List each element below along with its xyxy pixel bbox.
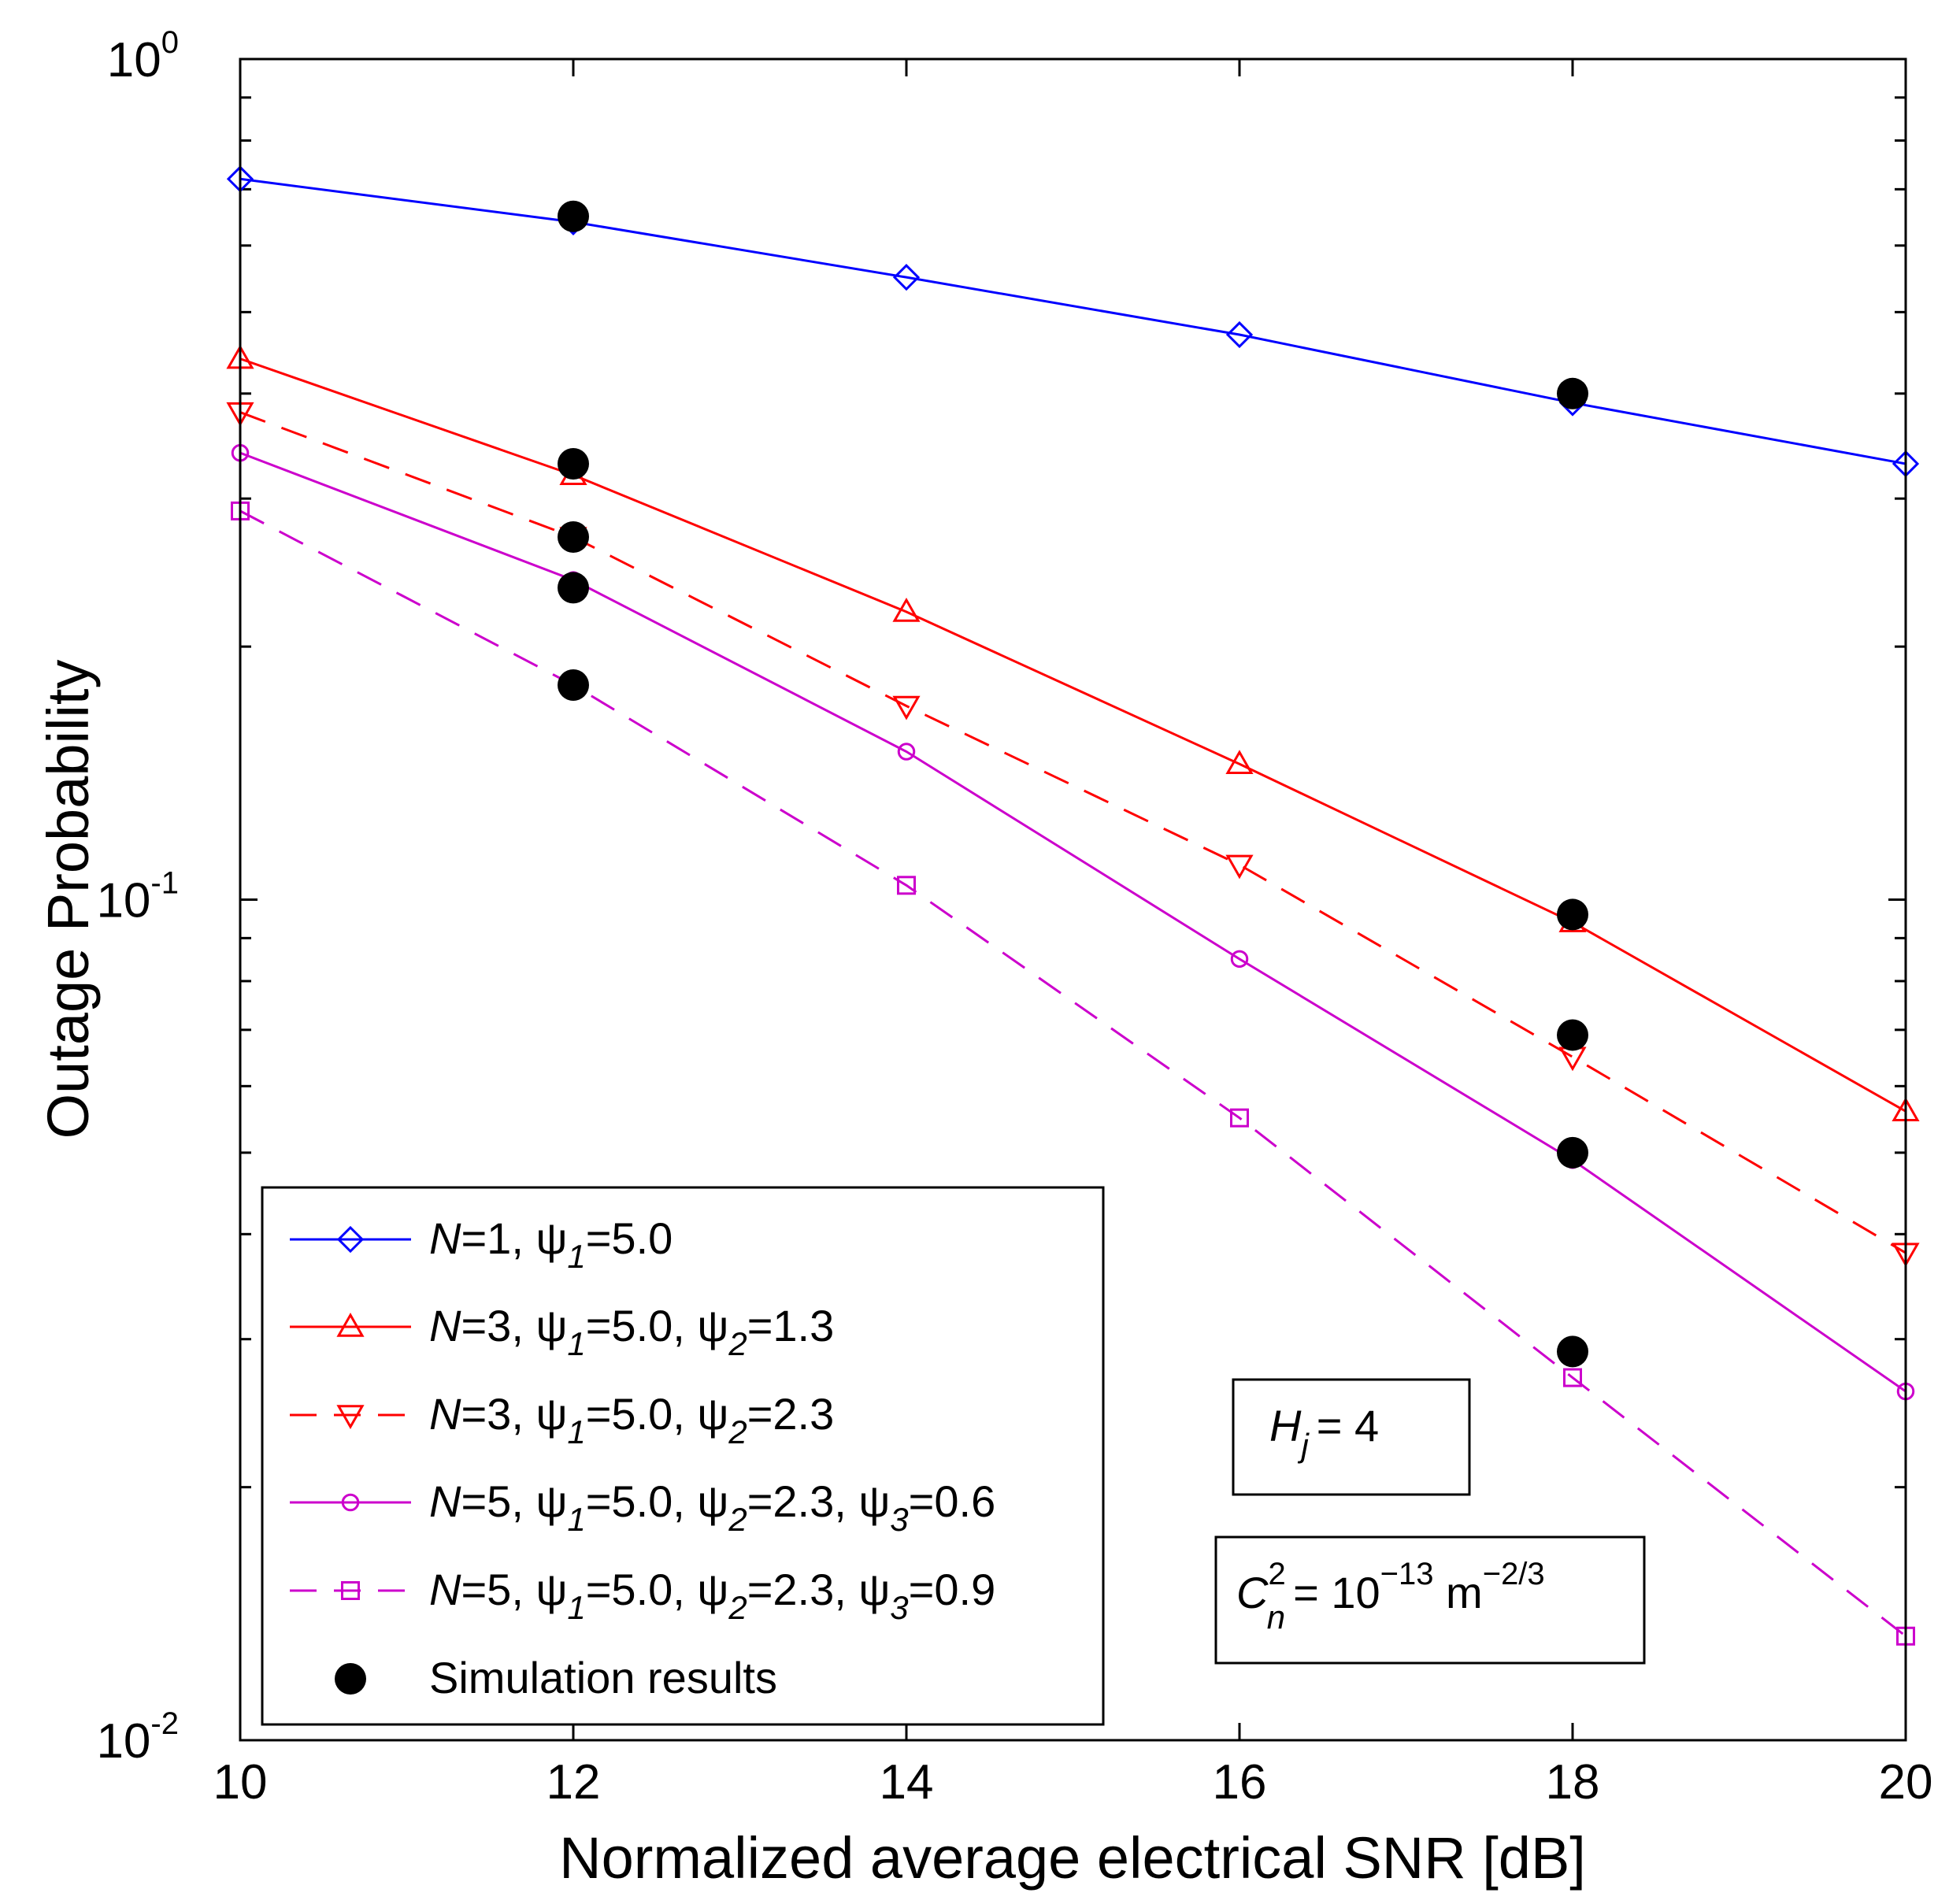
series-5-marker: [1230, 1108, 1249, 1128]
simulation-point: [558, 200, 589, 232]
hj-text: Hj = 4: [1269, 1401, 1379, 1464]
hj-box: [1232, 1378, 1471, 1496]
x-tick-label: 18: [1546, 1755, 1600, 1810]
series-2-marker: [892, 597, 921, 622]
x-tick-label: 10: [213, 1755, 268, 1810]
series-4-marker: [1230, 950, 1249, 969]
legend: N=1, ψ1=5.0 N=3, ψ1=5.0, ψ2=1.3 N=3, ψ1=…: [261, 1186, 1105, 1726]
legend-swatch-marker-5: [341, 1581, 360, 1600]
y-tick-label: 100: [107, 25, 179, 87]
simulation-point: [558, 447, 589, 480]
tick-labels: 10 12 14 16 18 20 100 10-1 10-2: [96, 25, 1932, 1810]
series-5-marker: [1563, 1368, 1582, 1387]
legend-label-5: N=5, ψ1=5.0, ψ2=2.3, ψ3=0.9: [429, 1565, 995, 1626]
x-tick-label: 20: [1879, 1755, 1933, 1810]
legend-label-1: N=1, ψ1=5.0: [429, 1213, 673, 1275]
simulation-point: [558, 669, 589, 701]
series-line-2: [239, 357, 1906, 1113]
plot-frame: [239, 57, 1907, 1742]
y-tick-label: 10-1: [96, 866, 179, 928]
cn2-text: C2 n = 10−13 m−2/3: [1236, 1557, 1545, 1635]
simulation-point: [1557, 377, 1588, 409]
series-3-marker: [1225, 854, 1254, 880]
legend-box: [261, 1186, 1105, 1726]
series-line-4: [239, 451, 1906, 1393]
simulation-point: [1557, 1335, 1588, 1368]
simulation-point: [558, 521, 589, 554]
cn2-box: [1214, 1535, 1646, 1665]
series-1-marker: [1225, 320, 1254, 349]
legend-swatch-marker-3: [336, 1405, 365, 1430]
series-1-marker: [892, 264, 921, 291]
series-2-marker: [1225, 750, 1254, 774]
simulation-point: [1557, 1019, 1588, 1051]
series-line-1: [239, 177, 1906, 465]
series-4-marker: [897, 743, 916, 761]
series-3-marker: [892, 695, 921, 720]
y-tick-label: 10-2: [96, 1706, 179, 1769]
hj-annotation: Hj = 4: [1232, 1378, 1471, 1496]
simulation-points: [558, 200, 1588, 1368]
series-5-marker: [897, 876, 916, 895]
legend-label-2: N=3, ψ1=5.0, ψ2=1.3: [429, 1301, 834, 1362]
simulation-point: [558, 572, 589, 604]
legend-label-4: N=5, ψ1=5.0, ψ2=2.3, ψ3=0.6: [429, 1476, 995, 1538]
x-tick-label: 14: [880, 1755, 934, 1810]
legend-swatches: [290, 1225, 411, 1695]
x-axis-title: Normalized average electrical SNR [dB]: [559, 1825, 1586, 1891]
x-tick-label: 12: [547, 1755, 601, 1810]
cn2-annotation: C2 n = 10−13 m−2/3: [1214, 1535, 1646, 1665]
legend-label-simulation: Simulation results: [429, 1653, 777, 1702]
legend-label-3: N=3, ψ1=5.0, ψ2=2.3: [429, 1389, 834, 1450]
simulation-point: [1557, 898, 1588, 931]
series-line-5: [239, 509, 1906, 1637]
y-axis-title: Outage Probability: [35, 660, 101, 1139]
legend-swatch-simulation: [335, 1663, 366, 1695]
series-line-3: [239, 411, 1906, 1254]
legend-swatch-marker-4: [341, 1493, 360, 1512]
legend-swatch-marker-1: [336, 1225, 365, 1254]
x-tick-label: 16: [1213, 1755, 1267, 1810]
simulation-point: [1557, 1136, 1588, 1169]
legend-swatch-marker-2: [336, 1312, 365, 1337]
